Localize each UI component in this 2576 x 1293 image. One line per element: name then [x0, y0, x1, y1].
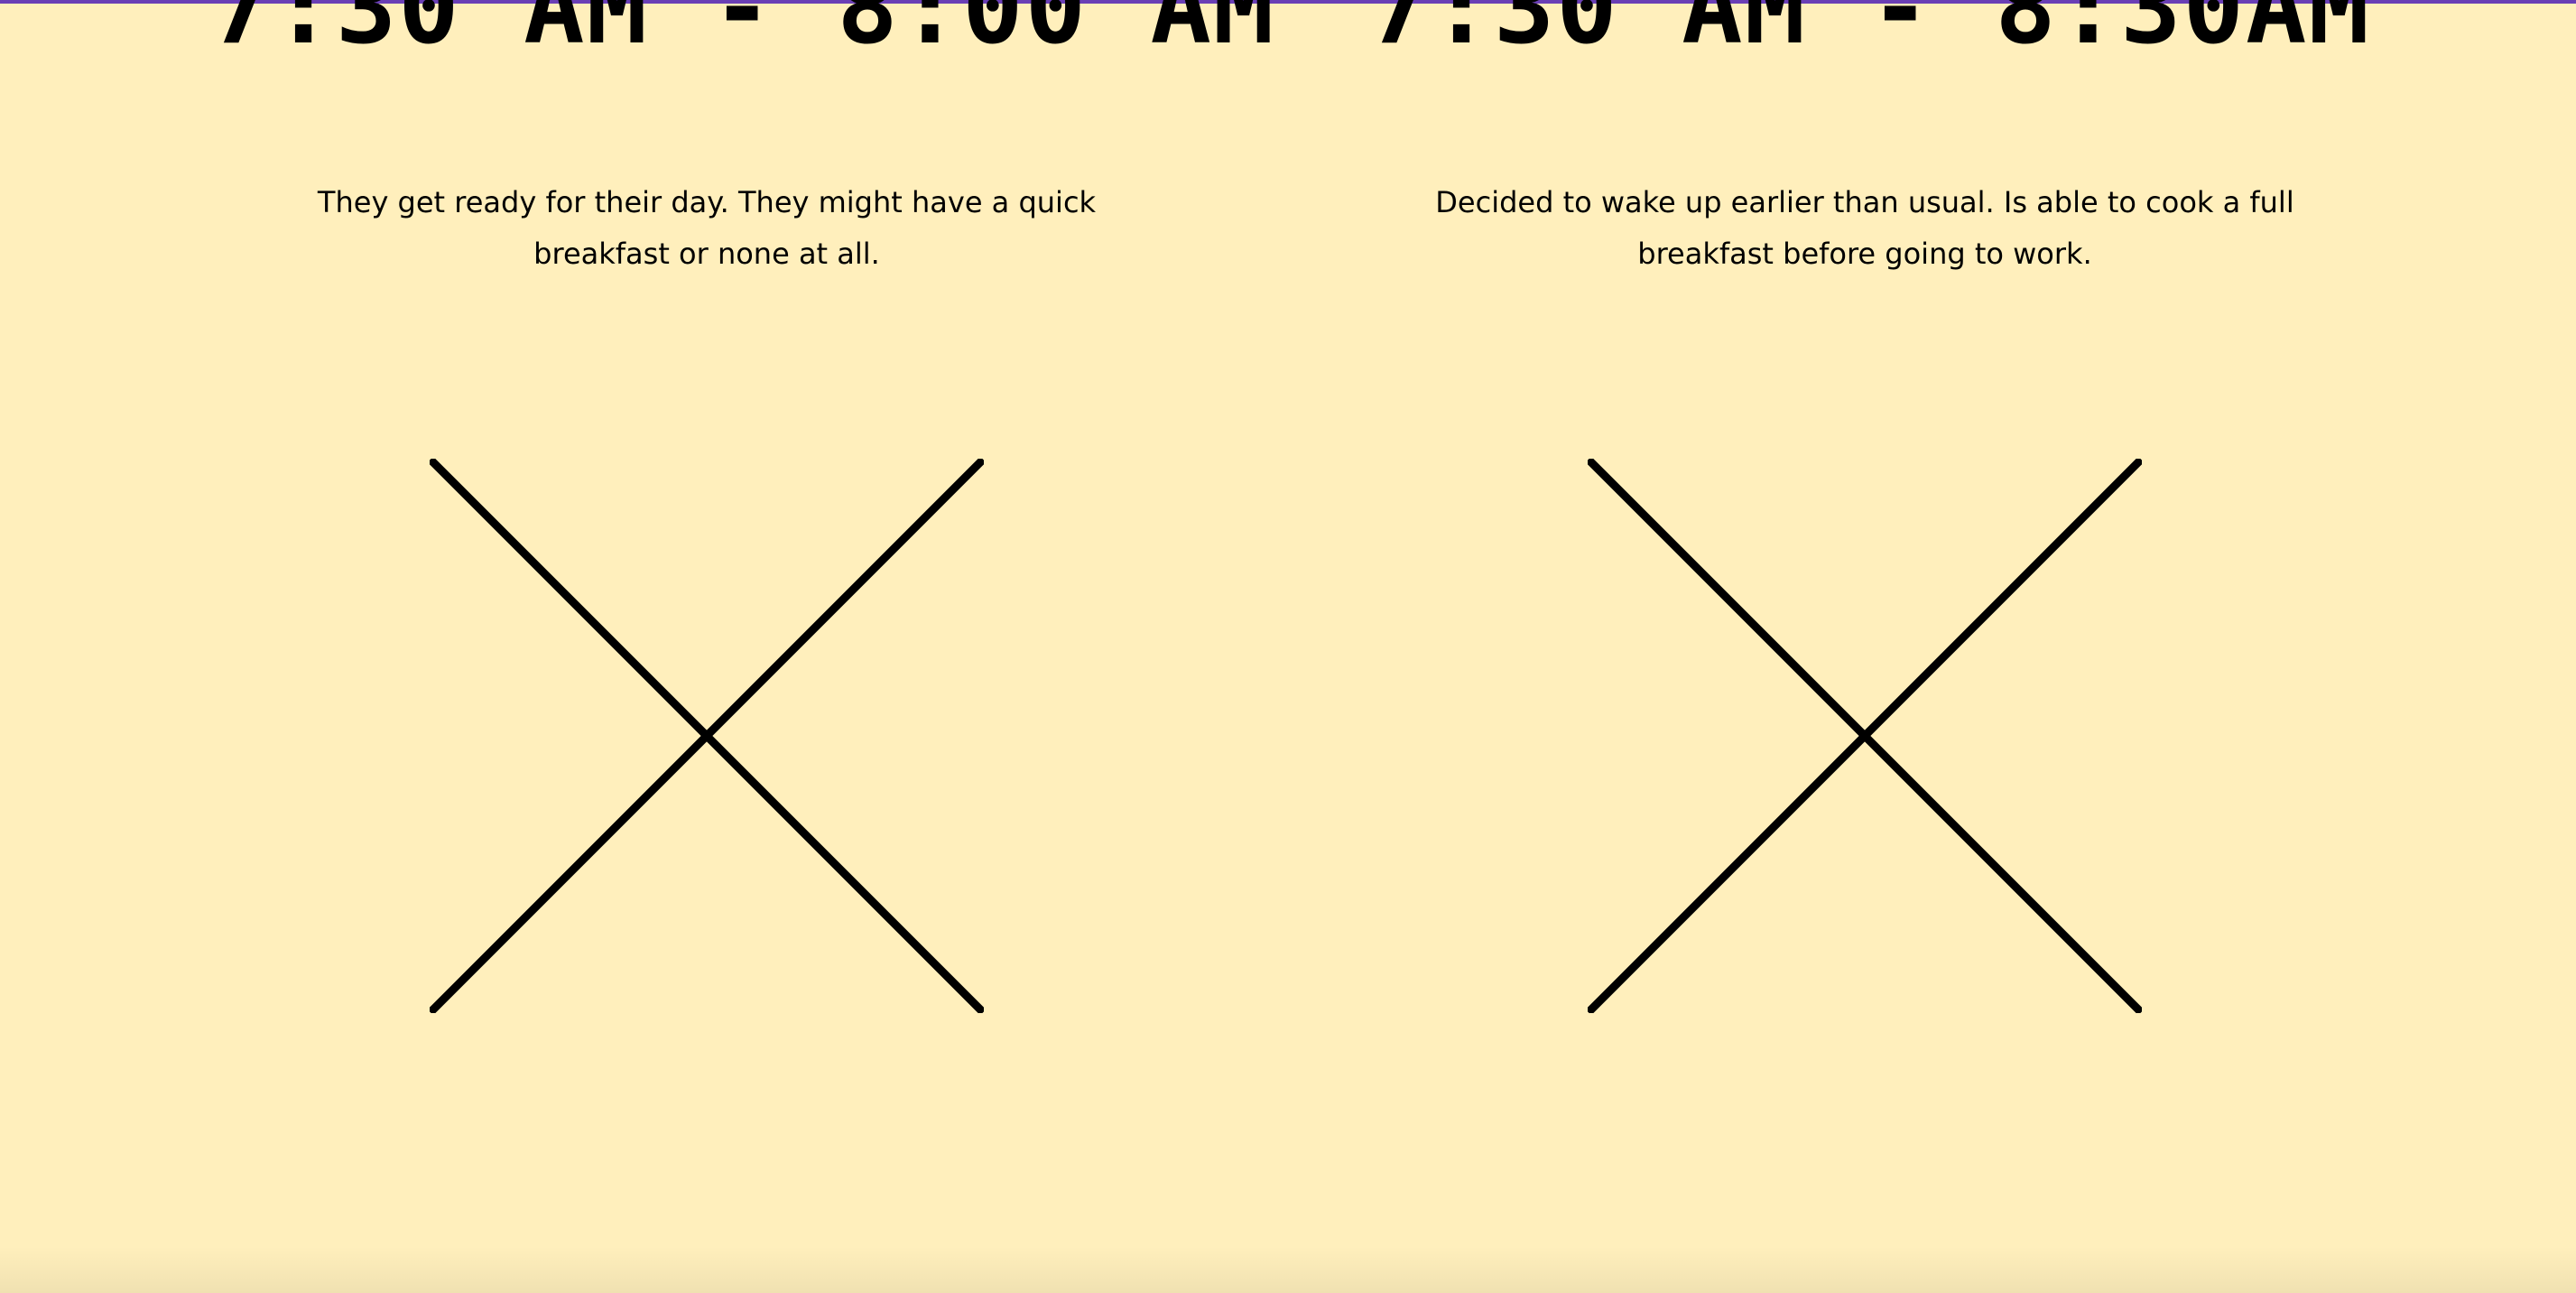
placeholder-x-icon — [1588, 459, 2142, 1013]
schedule-card-right: 7:30 AM - 8:30AM Decided to wake up earl… — [1368, 0, 2371, 1293]
time-range-heading: 7:30 AM - 8:30AM — [1368, 0, 2371, 67]
placeholder-x-icon — [430, 459, 984, 1013]
image-placeholder — [1588, 459, 2142, 1013]
time-range-heading: 7:30 AM - 8:00 AM — [210, 0, 1276, 67]
image-placeholder — [430, 459, 984, 1013]
schedule-description: They get ready for their day. They might… — [317, 185, 1097, 271]
schedule-description: Decided to wake up earlier than usual. I… — [1435, 185, 2294, 271]
top-border — [0, 0, 2576, 4]
schedule-card-left: 7:30 AM - 8:00 AM They get ready for the… — [210, 0, 1276, 1293]
